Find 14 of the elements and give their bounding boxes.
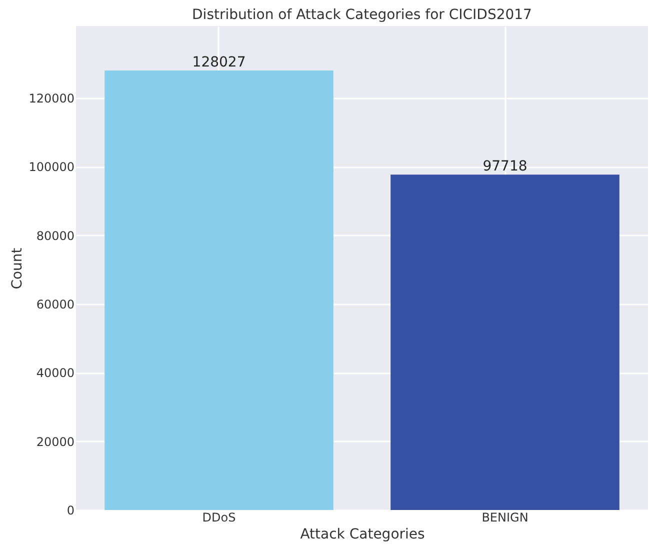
chart-title: Distribution of Attack Categories for CICIDS2017 [192,7,532,23]
y-tick-label: 100000 [28,160,74,174]
y-axis-title: Count [10,247,26,290]
x-axis-title: Attack Categories [300,526,425,542]
y-tick-label: 80000 [36,228,74,243]
y-tick-label: 20000 [36,434,74,449]
y-tick-label: 120000 [28,92,74,106]
y-tick-label: 0 [66,504,74,518]
data-label: 97718 [482,158,528,175]
y-tick-label: 40000 [36,366,74,380]
y-tick-label: 60000 [36,298,74,312]
x-tick-label: BENIGN [482,510,528,524]
x-tick-label: DDoS [202,510,236,524]
data-label: 128027 [192,54,246,71]
